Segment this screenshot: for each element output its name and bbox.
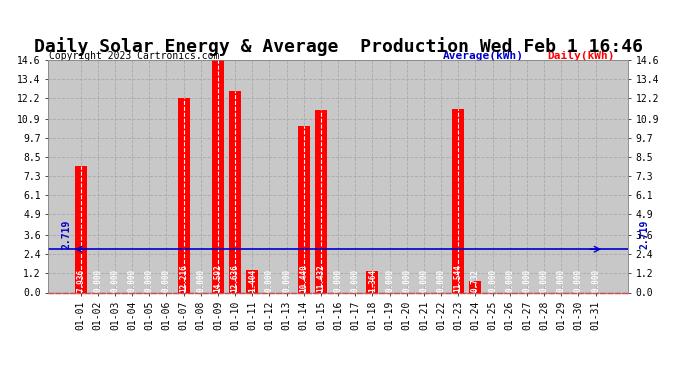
Text: 0.000: 0.000 <box>162 268 171 292</box>
Text: 0.000: 0.000 <box>437 268 446 292</box>
Bar <box>246 270 258 292</box>
Bar <box>177 98 190 292</box>
Text: 0.000: 0.000 <box>196 268 206 292</box>
Text: 0.000: 0.000 <box>93 268 102 292</box>
Bar <box>229 91 241 292</box>
Text: 0.000: 0.000 <box>522 268 531 292</box>
Bar <box>366 271 378 292</box>
Text: 11.432: 11.432 <box>317 264 326 292</box>
Text: 0.000: 0.000 <box>505 268 514 292</box>
Text: 0.000: 0.000 <box>402 268 411 292</box>
Bar <box>212 60 224 292</box>
Text: 1.404: 1.404 <box>248 268 257 292</box>
Text: 1.364: 1.364 <box>368 268 377 292</box>
Text: 0.000: 0.000 <box>540 268 549 292</box>
Bar <box>452 109 464 292</box>
Text: 12.636: 12.636 <box>230 264 239 292</box>
Text: 0.000: 0.000 <box>591 268 600 292</box>
Text: 2.719: 2.719 <box>640 220 649 249</box>
Text: Daily(kWh): Daily(kWh) <box>546 51 614 61</box>
Text: Average(kWh): Average(kWh) <box>442 51 524 61</box>
Bar <box>315 111 327 292</box>
Text: 11.544: 11.544 <box>454 264 463 292</box>
Text: 12.216: 12.216 <box>179 264 188 292</box>
Text: 7.936: 7.936 <box>76 268 85 292</box>
Text: 2.719: 2.719 <box>62 220 72 249</box>
Text: 0.000: 0.000 <box>333 268 343 292</box>
Text: 0.000: 0.000 <box>265 268 274 292</box>
Text: 0.000: 0.000 <box>488 268 497 292</box>
Text: 0.000: 0.000 <box>557 268 566 292</box>
Text: 0.000: 0.000 <box>145 268 154 292</box>
Text: 0.000: 0.000 <box>420 268 428 292</box>
Bar <box>469 281 482 292</box>
Bar <box>75 166 87 292</box>
Text: 0.000: 0.000 <box>385 268 394 292</box>
Text: 0.000: 0.000 <box>351 268 359 292</box>
Text: 14.592: 14.592 <box>213 264 222 292</box>
Text: 0.000: 0.000 <box>110 268 119 292</box>
Title: Daily Solar Energy & Average  Production Wed Feb 1 16:46: Daily Solar Energy & Average Production … <box>34 37 642 56</box>
Text: Copyright 2023 Cartronics.com: Copyright 2023 Cartronics.com <box>49 51 219 61</box>
Bar <box>298 126 310 292</box>
Text: 0.000: 0.000 <box>282 268 291 292</box>
Text: 0.732: 0.732 <box>471 268 480 292</box>
Text: 0.000: 0.000 <box>128 268 137 292</box>
Text: 10.440: 10.440 <box>299 264 308 292</box>
Text: 0.000: 0.000 <box>574 268 583 292</box>
